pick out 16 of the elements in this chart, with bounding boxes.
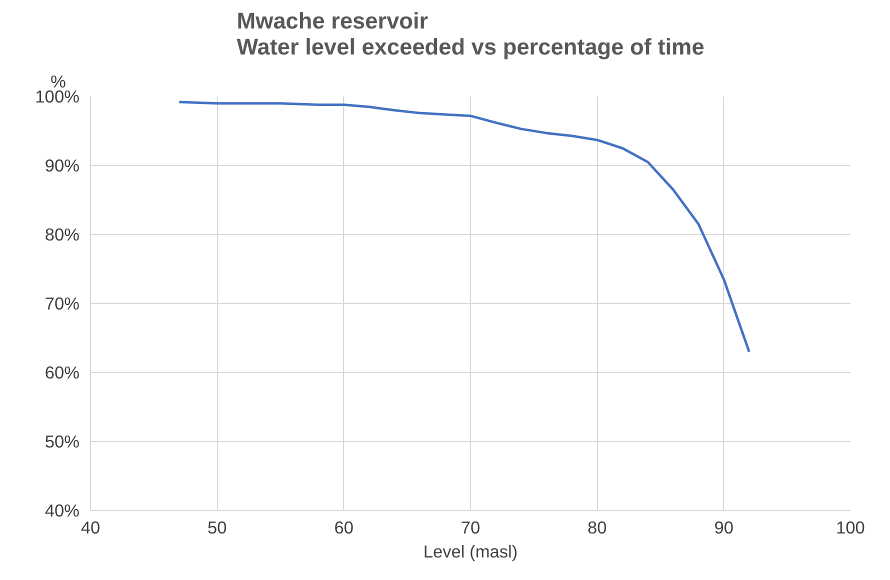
- y-tick-label: 70%: [44, 294, 80, 314]
- line-series: [178, 100, 750, 354]
- x-tick-label: 70: [460, 518, 480, 538]
- y-tick-label: 60%: [44, 362, 80, 382]
- x-axis-title: Level (masl): [423, 542, 518, 562]
- y-tick-label: 80%: [44, 224, 80, 244]
- chart-title: Mwache reservoir Water level exceeded vs percentage of time: [236, 8, 704, 60]
- y-tick-label: 40%: [44, 500, 80, 520]
- x-tick-label: 100: [836, 518, 865, 538]
- x-tick-label: 40: [80, 518, 100, 538]
- x-tick-label: 50: [208, 518, 227, 538]
- y-tick-label: 50%: [44, 432, 80, 452]
- x-tick-label: 60: [334, 518, 354, 538]
- x-tick-label: 80: [588, 518, 607, 538]
- y-tick-label: 90%: [44, 156, 80, 176]
- x-tick-label: 90: [714, 518, 734, 538]
